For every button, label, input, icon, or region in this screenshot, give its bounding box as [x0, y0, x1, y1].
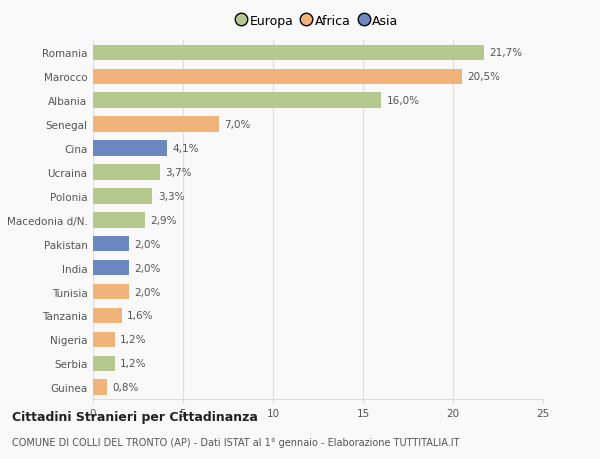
Bar: [93, 213, 145, 228]
Bar: [93, 284, 129, 300]
Text: COMUNE DI COLLI DEL TRONTO (AP) - Dati ISTAT al 1° gennaio - Elaborazione TUTTIT: COMUNE DI COLLI DEL TRONTO (AP) - Dati I…: [12, 437, 460, 447]
Text: 2,0%: 2,0%: [134, 263, 161, 273]
Text: Cittadini Stranieri per Cittadinanza: Cittadini Stranieri per Cittadinanza: [12, 410, 258, 423]
Bar: [93, 117, 219, 133]
Text: 2,0%: 2,0%: [134, 239, 161, 249]
Bar: [93, 308, 122, 324]
Text: 1,6%: 1,6%: [127, 311, 154, 321]
Text: 16,0%: 16,0%: [386, 96, 419, 106]
Text: 3,3%: 3,3%: [158, 191, 184, 202]
Text: 4,1%: 4,1%: [172, 144, 199, 154]
Text: 20,5%: 20,5%: [467, 72, 500, 82]
Bar: [93, 356, 115, 371]
Legend: Europa, Africa, Asia: Europa, Africa, Asia: [235, 11, 401, 32]
Text: 2,9%: 2,9%: [151, 215, 177, 225]
Bar: [93, 260, 129, 276]
Bar: [93, 45, 484, 61]
Bar: [93, 380, 107, 395]
Text: 7,0%: 7,0%: [224, 120, 251, 130]
Text: 3,7%: 3,7%: [165, 168, 191, 178]
Text: 1,2%: 1,2%: [120, 358, 146, 369]
Text: 1,2%: 1,2%: [120, 335, 146, 345]
Text: 0,8%: 0,8%: [113, 382, 139, 392]
Text: 21,7%: 21,7%: [489, 48, 522, 58]
Bar: [93, 332, 115, 347]
Bar: [93, 165, 160, 180]
Bar: [93, 69, 462, 85]
Text: 2,0%: 2,0%: [134, 287, 161, 297]
Bar: [93, 141, 167, 157]
Bar: [93, 189, 152, 204]
Bar: [93, 93, 381, 109]
Bar: [93, 236, 129, 252]
